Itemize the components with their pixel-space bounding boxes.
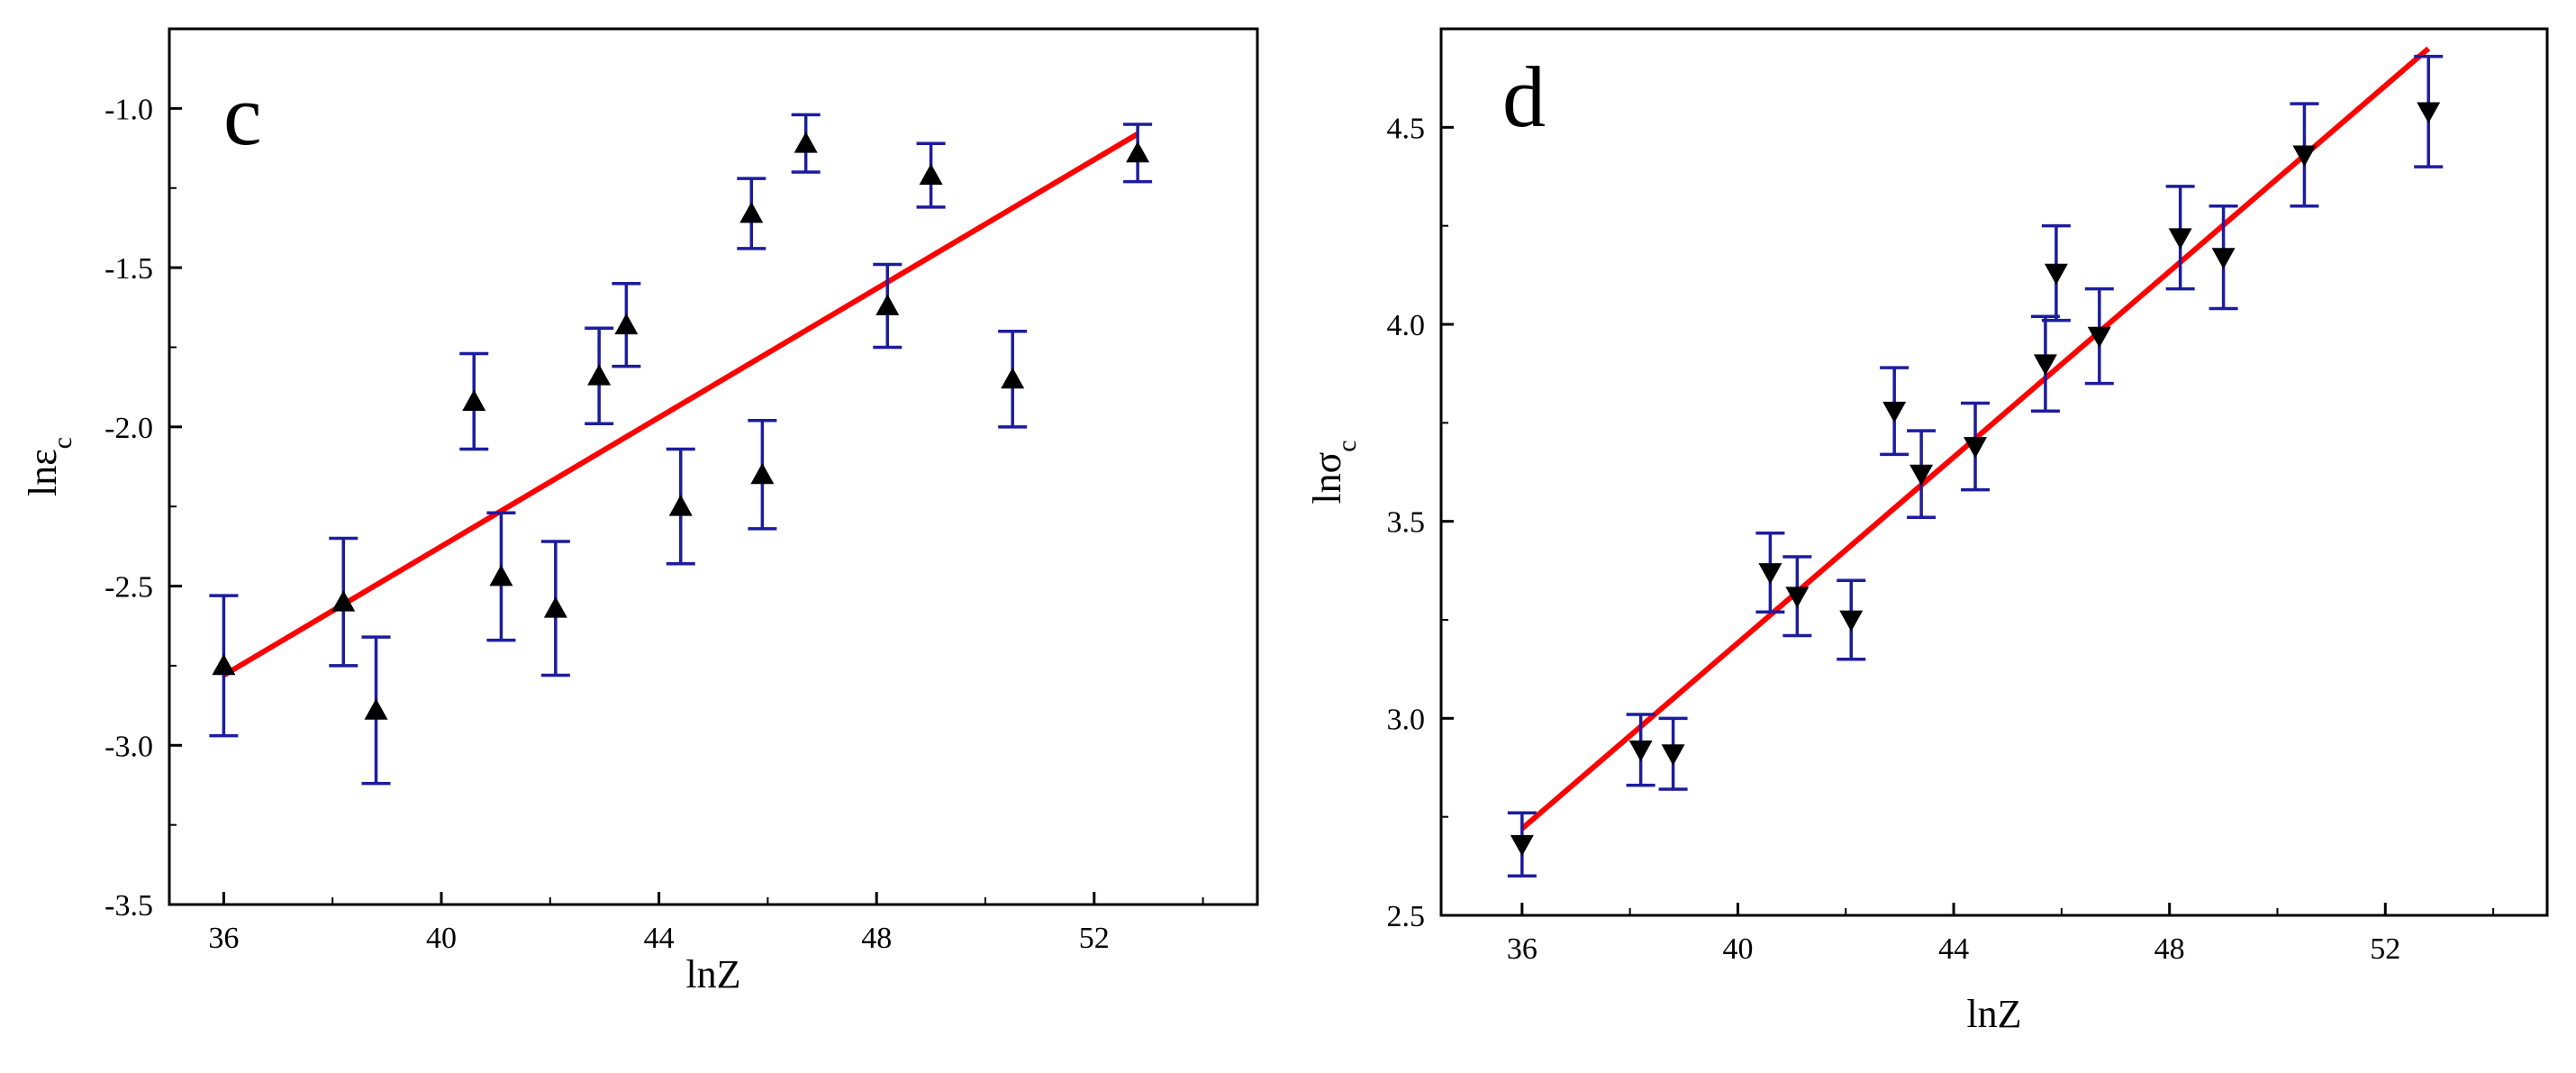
x-tick-label: 52 [1079, 922, 1110, 955]
data-point [1882, 401, 1907, 423]
x-tick-label: 40 [1722, 932, 1753, 966]
data-point [2033, 354, 2057, 376]
data-point [1510, 834, 1534, 857]
x-tick-label: 52 [2370, 932, 2400, 966]
data-point [587, 364, 612, 386]
data-point [1001, 367, 1025, 389]
data-point [614, 313, 639, 335]
data-point [2168, 228, 2192, 250]
data-point [1661, 744, 1685, 766]
data-point [1909, 464, 1934, 486]
y-axis-label-subscript: c [1332, 440, 1362, 451]
y-tick-label: 4.0 [1387, 309, 1426, 342]
data-point [1964, 437, 1988, 459]
data-point [739, 202, 764, 223]
panel-label: c [223, 67, 262, 163]
y-tick-label: -2.5 [104, 571, 153, 605]
y-tick-label: 2.5 [1387, 900, 1426, 933]
data-point [331, 590, 356, 612]
data-point [1758, 563, 1782, 585]
y-tick-label: 3.5 [1387, 506, 1426, 540]
x-tick-label: 48 [2154, 932, 2185, 966]
x-tick-label: 44 [644, 922, 675, 955]
data-point [2417, 102, 2441, 123]
data-point [1126, 141, 1150, 163]
chart-panel-c: 36 40 44 48 52 -3.5 -3.0 -2.5 -2.0 -1.5 -1.0 c lnZ ln… [21, 27, 1259, 996]
y-axis-label: lnεc [21, 437, 77, 496]
chart-panel-d: 36 40 44 48 52 2.5 3.0 3.5 4.0 4.5 d lnZ lnσc [1305, 27, 2549, 1036]
y-tick-label: -2.0 [104, 412, 153, 445]
data-point [919, 163, 943, 185]
data-point [1628, 740, 1653, 762]
data-point [543, 596, 567, 618]
data-point [1839, 610, 1864, 632]
y-tick-label: -1.0 [104, 93, 153, 126]
x-tick-label: 40 [426, 922, 457, 955]
x-tick-label: 36 [1507, 932, 1537, 966]
data-point [462, 389, 486, 411]
plot-frame [1439, 27, 2549, 917]
x-axis-label: lnZ [685, 952, 740, 996]
data-point [2044, 263, 2068, 286]
x-axis-label: lnZ [1966, 992, 2021, 1036]
y-tick-label: -3.0 [104, 730, 153, 763]
y-tick-label: -3.5 [104, 889, 153, 923]
panel-label: d [1502, 49, 1546, 145]
x-tick-label: 44 [1938, 932, 1969, 966]
data-point [875, 294, 900, 315]
data-point [364, 698, 388, 720]
y-tick-label: -1.5 [104, 252, 153, 286]
data-point [1785, 587, 1810, 608]
data-point [668, 495, 693, 516]
plot-frame [168, 27, 1259, 906]
fit-line [222, 132, 1139, 678]
y-axis-label-main: lnε [21, 449, 65, 496]
y-axis-label: lnσc [1305, 440, 1362, 504]
x-tick-label: 36 [208, 922, 239, 955]
y-tick-label: 4.5 [1387, 112, 1426, 145]
data-point [489, 564, 513, 587]
data-point [2087, 326, 2111, 349]
data-point [212, 653, 236, 676]
y-axis-label-main: lnσ [1305, 451, 1349, 504]
y-tick-label: 3.0 [1387, 703, 1426, 736]
data-point [2211, 248, 2236, 269]
data-point [2292, 145, 2317, 167]
data-point [794, 132, 818, 153]
y-axis-label-subscript: c [48, 437, 77, 449]
x-tick-label: 48 [861, 922, 892, 955]
data-point [750, 462, 775, 485]
